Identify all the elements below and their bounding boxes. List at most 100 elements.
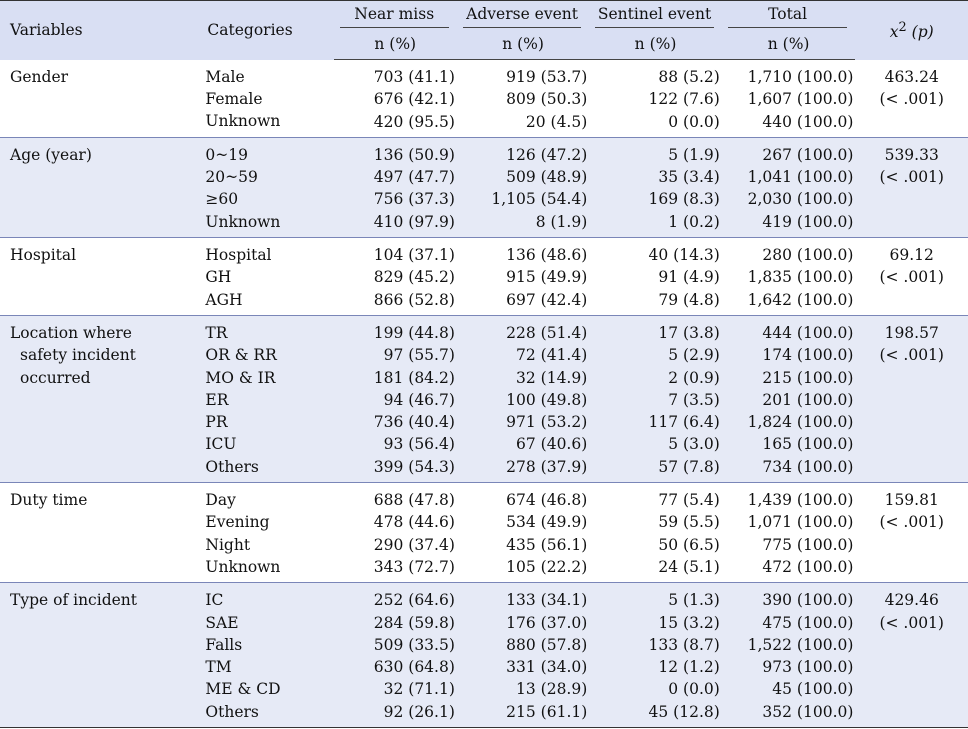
total-value: 973 (100.0) <box>762 658 854 677</box>
category-label: Male <box>205 67 245 86</box>
adverse-event-value: 133 (34.1) <box>506 591 588 610</box>
near-miss-value: 284 (59.8) <box>373 613 455 632</box>
variable-label: safety incident <box>20 346 136 365</box>
near-miss-value: 688 (47.8) <box>373 491 455 510</box>
near-miss-cell: 136 (50.9) 497 (47.7) 756 (37.3) 410 (97.9) <box>333 137 457 238</box>
total-value: 174 (100.0) <box>762 346 854 365</box>
adverse-event-cell: 126 (47.2) 509 (48.9) 1,105 (54.4) 8 (1.9) <box>456 137 590 238</box>
variable-cell: Hospital <box>0 238 197 316</box>
sentinel-event-cell: 88 (5.2) 122 (7.6) 0 (0.0) <box>589 60 722 138</box>
sentinel-event-value: 133 (8.7) <box>648 635 720 654</box>
near-miss-value: 252 (64.6) <box>373 591 455 610</box>
category-label: Others <box>205 457 259 476</box>
chi-square-value: 429.46 <box>884 591 939 610</box>
near-miss-value: 630 (64.8) <box>373 658 455 677</box>
near-miss-value: 420 (95.5) <box>373 112 455 131</box>
category-label: PR <box>205 413 228 432</box>
near-miss-value: 93 (56.4) <box>383 435 455 454</box>
categories-cell: IC SAE Falls TM ME & CD Others <box>197 582 334 728</box>
chi-square-value: 69.12 <box>889 246 934 265</box>
chi-square-cell: 159.81 (< .001) <box>855 483 968 583</box>
variable-group: Age (year) 0~19 20~59 ≥60 Unknown 136 (50.9) 4… <box>0 137 968 238</box>
near-miss-cell: 199 (44.8) 97 (55.7) 181 (84.2) 94 (46.7) 73… <box>333 315 457 483</box>
header-adverse-event: Adverse event <box>456 0 590 30</box>
sentinel-event-value: 169 (8.3) <box>648 190 720 209</box>
sentinel-event-value: 117 (6.4) <box>648 413 720 432</box>
total-value: 390 (100.0) <box>762 591 854 610</box>
total-value: 215 (100.0) <box>762 368 854 387</box>
adverse-event-value: 674 (46.8) <box>506 491 588 510</box>
sentinel-event-value: 7 (3.5) <box>668 390 720 409</box>
p-value: (< .001) <box>879 346 944 365</box>
adverse-event-value: 331 (34.0) <box>506 658 588 677</box>
p-value: (< .001) <box>879 613 944 632</box>
total-value: 475 (100.0) <box>762 613 854 632</box>
category-label: Unknown <box>205 212 281 231</box>
p-value: (< .001) <box>879 89 944 108</box>
sentinel-event-value: 77 (5.4) <box>658 491 720 510</box>
header-chi-square: x2 (p) <box>855 0 968 60</box>
variable-group: Hospital Hospital GH AGH 104 (37.1) 829 (45.2… <box>0 238 968 316</box>
total-value: 1,824 (100.0) <box>747 413 854 432</box>
chi-square-value: 463.24 <box>884 67 939 86</box>
variable-cell: Duty time <box>0 483 197 583</box>
variable-group: Type of incident IC SAE Falls TM ME & CD Other… <box>0 582 968 728</box>
total-value: 419 (100.0) <box>762 212 854 231</box>
total-cell: 444 (100.0) 174 (100.0) 215 (100.0) 201 (10… <box>721 315 856 483</box>
sentinel-event-value: 45 (12.8) <box>648 702 720 721</box>
chi-square-cell: 539.33 (< .001) <box>855 137 968 238</box>
sentinel-event-value: 57 (7.8) <box>658 457 720 476</box>
total-value: 472 (100.0) <box>762 557 854 576</box>
chi-square-value: 159.81 <box>884 491 939 510</box>
adverse-event-value: 278 (37.9) <box>506 457 588 476</box>
category-label: IC <box>205 591 224 610</box>
near-miss-value: 97 (55.7) <box>383 346 455 365</box>
adverse-event-cell: 674 (46.8) 534 (49.9) 435 (56.1) 105 (22.2) <box>457 483 589 583</box>
near-miss-value: 410 (97.9) <box>373 212 455 231</box>
total-value: 267 (100.0) <box>762 145 854 164</box>
near-miss-value: 181 (84.2) <box>373 368 455 387</box>
table-row: Location where safety incident occurred TR O… <box>0 315 968 483</box>
near-miss-cell: 252 (64.6) 284 (59.8) 509 (33.5) 630 (64.8)… <box>333 582 457 728</box>
adverse-event-value: 32 (14.9) <box>516 368 588 387</box>
category-label: Falls <box>205 635 243 654</box>
near-miss-value: 866 (52.8) <box>373 290 455 309</box>
adverse-event-value: 1,105 (54.4) <box>491 190 588 209</box>
variable-cell: Age (year) <box>0 137 198 238</box>
category-label: Female <box>205 89 263 108</box>
total-value: 1,835 (100.0) <box>747 268 854 287</box>
category-label: ICU <box>205 435 237 454</box>
near-miss-cell: 104 (37.1) 829 (45.2) 866 (52.8) <box>334 238 457 316</box>
total-value: 1,710 (100.0) <box>747 68 854 86</box>
table-row: Gender Male Female Unknown 703 (41.1) 676 (42… <box>0 60 968 138</box>
total-value: 165 (100.0) <box>762 435 854 454</box>
sentinel-event-cell: 40 (14.3) 91 (4.9) 79 (4.8) <box>589 238 722 316</box>
adverse-event-value: 880 (57.8) <box>506 635 588 654</box>
sentinel-event-value: 5 (1.9) <box>668 145 720 164</box>
total-cell: 267 (100.0) 1,041 (100.0) 2,030 (100.0) 419… <box>721 137 856 238</box>
total-value: 1,439 (100.0) <box>747 491 854 510</box>
near-miss-value: 343 (72.7) <box>373 557 455 576</box>
adverse-event-value: 435 (56.1) <box>506 535 588 554</box>
category-label: Unknown <box>205 557 281 576</box>
category-label: ER <box>205 390 229 409</box>
subheader-total-n-pct: n (%) <box>721 30 856 60</box>
adverse-event-value: 8 (1.9) <box>535 212 588 231</box>
sentinel-event-value: 50 (6.5) <box>658 535 720 554</box>
sentinel-event-value: 17 (3.8) <box>658 323 720 342</box>
adverse-event-value: 67 (40.6) <box>516 435 588 454</box>
near-miss-value: 32 (71.1) <box>383 680 455 699</box>
chi-square-cell: 198.57 (< .001) <box>855 315 968 483</box>
near-miss-value: 92 (26.1) <box>383 702 455 721</box>
adverse-event-cell: 228 (51.4) 72 (41.4) 32 (14.9) 100 (49.8) 97… <box>456 315 590 483</box>
category-label: OR & RR <box>205 346 277 365</box>
sentinel-event-cell: 77 (5.4) 59 (5.5) 50 (6.5) 24 (5.1) <box>589 483 722 583</box>
variable-label: Location where <box>10 323 132 342</box>
adverse-event-value: 228 (51.4) <box>506 323 588 342</box>
sentinel-event-value: 12 (1.2) <box>658 658 720 677</box>
table-row: Hospital Hospital GH AGH 104 (37.1) 829 (45.2… <box>0 238 968 316</box>
total-cell: 1,439 (100.0) 1,071 (100.0) 775 (100.0) 472… <box>722 483 856 583</box>
chi-square-cell: 429.46 (< .001) <box>855 582 968 728</box>
total-value: 734 (100.0) <box>762 457 854 476</box>
sentinel-event-value: 40 (14.3) <box>648 246 720 265</box>
